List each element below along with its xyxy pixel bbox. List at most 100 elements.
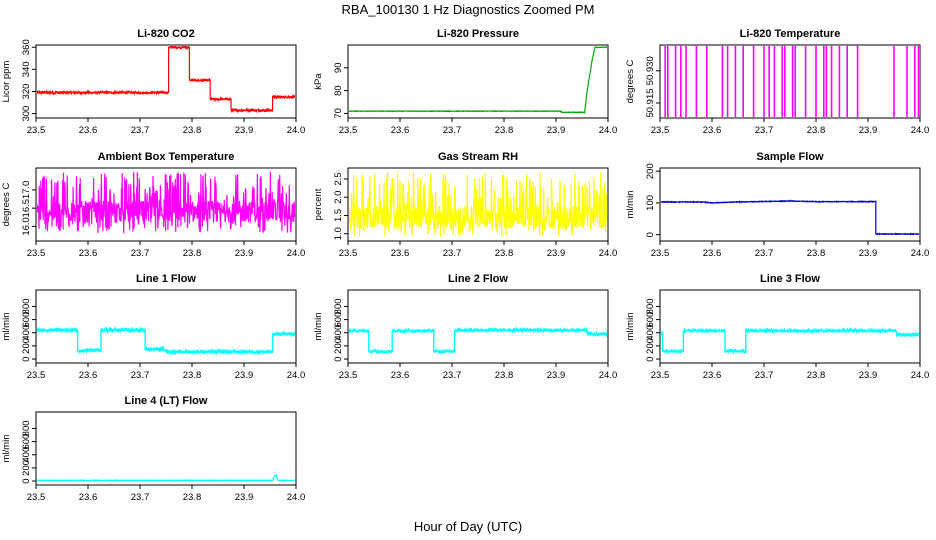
x-tick-label: 23.7 <box>755 370 774 381</box>
x-tick-label: 23.7 <box>443 248 462 259</box>
series-line <box>349 326 607 355</box>
plot-frame <box>347 167 609 242</box>
y-tick-label: 800 <box>645 298 656 314</box>
y-tick-label: 0 <box>21 356 32 361</box>
x-tick-label: 23.9 <box>547 125 566 136</box>
y-tick-label: 800 <box>21 298 32 314</box>
y-tick-label: 2.5 <box>333 172 344 185</box>
series-group <box>37 46 295 114</box>
x-tick-label: 24.0 <box>911 248 930 259</box>
x-tick-label: 23.8 <box>183 248 202 259</box>
x-tick-label: 23.8 <box>807 125 826 136</box>
series-group <box>37 473 295 482</box>
x-tick-label: 23.5 <box>27 248 46 259</box>
y-axis-label: degrees C <box>1 182 12 226</box>
plot-frame <box>347 289 609 364</box>
x-tick-label: 23.9 <box>235 492 254 503</box>
plot-frame <box>35 44 297 119</box>
panel-5: Gas Stream RH percent 23.5 23.6 23.7 23.8 23.9… <box>313 151 617 259</box>
y-tick-label: 320 <box>21 84 32 100</box>
y-tick-label: 80 <box>333 85 344 96</box>
y-tick-label: 800 <box>21 420 32 436</box>
x-tick-label: 23.6 <box>703 248 722 259</box>
y-tick-label: 0 <box>333 356 344 361</box>
x-tick-label: 23.5 <box>339 248 358 259</box>
series-line <box>349 171 607 237</box>
plot-frame <box>35 289 297 364</box>
x-tick-label: 23.5 <box>27 492 46 503</box>
x-tick-label: 23.6 <box>79 125 98 136</box>
y-tick-label: 2.0 <box>333 191 344 204</box>
series-group <box>661 326 919 355</box>
x-tick-label: 24.0 <box>599 248 618 259</box>
x-tick-label: 23.6 <box>391 370 410 381</box>
y-tick-label: 340 <box>21 61 32 77</box>
panel-2: Li-820 Pressure kPa 23.5 23.6 23.7 23.8 23.9 24… <box>313 28 617 136</box>
y-axis-label: ml/min <box>1 435 12 463</box>
panel-title: Line 4 (LT) Flow <box>125 395 208 407</box>
y-tick-label: 400 <box>333 325 344 341</box>
y-tick-label: 600 <box>21 434 32 450</box>
x-tick-label: 23.7 <box>755 125 774 136</box>
series-group <box>664 46 919 117</box>
x-tick-label: 23.9 <box>547 370 566 381</box>
x-tick-label: 23.5 <box>651 248 670 259</box>
x-tick-label: 23.9 <box>235 370 254 381</box>
series-line <box>349 46 607 115</box>
x-tick-label: 23.7 <box>755 248 774 259</box>
y-tick-label: 1.0 <box>333 227 344 240</box>
panel-7: Line 1 Flow ml/min 23.5 23.6 23.7 23.8 23.9 24.… <box>1 273 305 381</box>
series-group <box>661 199 919 236</box>
panel-title: Line 3 Flow <box>760 273 820 285</box>
x-tick-label: 23.7 <box>131 125 150 136</box>
series-group <box>349 326 607 355</box>
x-tick-label: 23.8 <box>183 125 202 136</box>
y-tick-label: 600 <box>333 312 344 328</box>
series-line <box>37 171 295 234</box>
y-axis-label: Licor ppm <box>1 61 12 103</box>
figure-title: RBA_100130 1 Hz Diagnostics Zoomed PM <box>342 2 595 17</box>
x-tick-label: 23.7 <box>131 370 150 381</box>
series-line <box>37 46 295 114</box>
series-line <box>661 326 919 355</box>
y-tick-label: 200 <box>21 338 32 354</box>
panel-6: Sample Flow ml/min 23.5 23.6 23.7 23.8 23.9 24.… <box>625 151 929 259</box>
figure-xlabel: Hour of Day (UTC) <box>414 519 522 534</box>
x-tick-label: 23.6 <box>703 125 722 136</box>
panel-title: Line 1 Flow <box>136 273 196 285</box>
panel-title: Ambient Box Temperature <box>98 151 235 163</box>
x-tick-label: 23.6 <box>391 248 410 259</box>
y-tick-label: 400 <box>21 447 32 463</box>
x-tick-label: 23.9 <box>547 248 566 259</box>
y-tick-label: 360 <box>21 39 32 55</box>
x-tick-label: 23.5 <box>339 370 358 381</box>
y-tick-label: 16.5 <box>21 199 32 218</box>
x-tick-label: 24.0 <box>911 370 930 381</box>
panel-title: Gas Stream RH <box>438 151 518 163</box>
x-tick-label: 23.8 <box>495 370 514 381</box>
x-tick-label: 23.9 <box>235 248 254 259</box>
y-axis-label: ml/min <box>625 313 636 341</box>
y-tick-label: 600 <box>21 312 32 328</box>
x-tick-label: 23.5 <box>27 125 46 136</box>
x-tick-label: 23.8 <box>807 370 826 381</box>
y-tick-label: 300 <box>21 106 32 122</box>
y-tick-label: 90 <box>333 63 344 74</box>
series-group <box>349 171 607 237</box>
y-tick-label: 1.5 <box>333 209 344 222</box>
x-tick-label: 23.5 <box>27 370 46 381</box>
x-tick-label: 23.6 <box>391 125 410 136</box>
y-tick-label: 200 <box>645 163 656 179</box>
x-tick-label: 23.7 <box>131 492 150 503</box>
x-tick-label: 23.6 <box>79 492 98 503</box>
x-tick-label: 23.9 <box>859 125 878 136</box>
y-axis-label: ml/min <box>313 313 324 341</box>
x-tick-label: 23.9 <box>859 370 878 381</box>
x-tick-label: 24.0 <box>287 248 306 259</box>
y-tick-label: 50.915 <box>645 88 656 117</box>
y-axis-label: kPa <box>313 73 324 90</box>
panel-4: Ambient Box Temperature degrees C 23.5 23.6… <box>1 151 305 259</box>
x-tick-label: 23.5 <box>651 370 670 381</box>
panel-3: Li-820 Temperature degrees C 23.5 23.6 23.7 2… <box>625 28 929 136</box>
panel-title: Li-820 Pressure <box>437 28 519 40</box>
